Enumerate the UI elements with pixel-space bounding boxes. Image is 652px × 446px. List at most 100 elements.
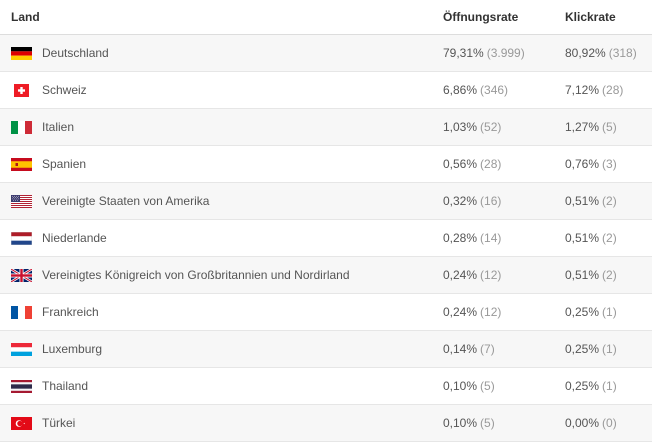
table-row: Schweiz 6,86% (346) 7,12% (28) — [0, 71, 652, 109]
click-rate-cell: 0,51% (2) — [565, 182, 652, 220]
country-name: Spanien — [42, 157, 87, 171]
de-flag-icon — [11, 46, 32, 60]
click-rate-cell: 0,25% (1) — [565, 293, 652, 331]
click-rate-value: 0,76% — [565, 157, 600, 171]
country-name: Vereinigte Staaten von Amerika — [42, 194, 210, 208]
click-count-value: (5) — [602, 120, 617, 134]
country-name: Frankreich — [42, 305, 99, 319]
open-count-value: (14) — [480, 231, 502, 245]
it-flag-icon — [11, 120, 32, 134]
country-name: Türkei — [42, 416, 76, 430]
open-rate-cell: 0,10% (5) — [443, 404, 565, 442]
click-rate-cell: 1,27% (5) — [565, 108, 652, 146]
country-cell: Schweiz — [0, 71, 443, 109]
header-click-rate[interactable]: Klickrate — [565, 0, 652, 35]
click-count-value: (2) — [602, 231, 617, 245]
country-name: Thailand — [42, 379, 89, 393]
us-flag-icon — [11, 194, 32, 208]
open-rate-value: 0,28% — [443, 231, 478, 245]
open-rate-value: 1,03% — [443, 120, 478, 134]
country-name: Niederlande — [42, 231, 107, 245]
open-count-value: (3.999) — [486, 46, 525, 60]
tr-flag-icon — [11, 416, 32, 430]
click-count-value: (2) — [602, 268, 617, 282]
click-rate-value: 0,25% — [565, 305, 600, 319]
table-row: Thailand 0,10% (5) 0,25% (1) — [0, 367, 652, 405]
open-rate-cell: 0,24% (12) — [443, 256, 565, 294]
th-flag-icon — [11, 379, 32, 393]
open-rate-value: 0,24% — [443, 268, 478, 282]
click-rate-value: 0,51% — [565, 194, 600, 208]
country-cell: Vereinigte Staaten von Amerika — [0, 182, 443, 220]
table-row: Frankreich 0,24% (12) 0,25% (1) — [0, 293, 652, 331]
click-rate-value: 0,51% — [565, 231, 600, 245]
click-count-value: (1) — [602, 379, 617, 393]
click-rate-cell: 7,12% (28) — [565, 71, 652, 109]
es-flag-icon — [11, 157, 32, 171]
click-count-value: (1) — [602, 305, 617, 319]
open-count-value: (28) — [480, 157, 502, 171]
open-rate-cell: 79,31% (3.999) — [443, 34, 565, 72]
click-rate-value: 7,12% — [565, 83, 600, 97]
table-row: Vereinigte Staaten von Amerika 0,32% (16)… — [0, 182, 652, 220]
click-count-value: (1) — [602, 342, 617, 356]
open-rate-value: 0,14% — [443, 342, 478, 356]
table-row: Niederlande 0,28% (14) 0,51% (2) — [0, 219, 652, 257]
click-rate-value: 80,92% — [565, 46, 606, 60]
country-name: Vereinigtes Königreich von Großbritannie… — [42, 268, 350, 282]
click-rate-value: 0,00% — [565, 416, 600, 430]
country-cell: Thailand — [0, 367, 443, 405]
table-row: Deutschland 79,31% (3.999) 80,92% (318) — [0, 34, 652, 72]
click-rate-value: 0,25% — [565, 342, 600, 356]
click-rate-cell: 0,25% (1) — [565, 330, 652, 368]
table-row: Vereinigtes Königreich von Großbritannie… — [0, 256, 652, 294]
open-count-value: (5) — [480, 416, 495, 430]
open-rate-cell: 0,32% (16) — [443, 182, 565, 220]
open-rate-value: 6,86% — [443, 83, 478, 97]
country-cell: Niederlande — [0, 219, 443, 257]
country-name: Schweiz — [42, 83, 87, 97]
country-cell: Türkei — [0, 404, 443, 442]
table-row: Spanien 0,56% (28) 0,76% (3) — [0, 145, 652, 183]
open-count-value: (52) — [480, 120, 502, 134]
country-cell: Vereinigtes Königreich von Großbritannie… — [0, 256, 443, 294]
open-rate-value: 0,56% — [443, 157, 478, 171]
open-rate-cell: 0,14% (7) — [443, 330, 565, 368]
country-cell: Frankreich — [0, 293, 443, 331]
header-country[interactable]: Land — [0, 0, 443, 35]
country-cell: Italien — [0, 108, 443, 146]
click-rate-cell: 0,25% (1) — [565, 367, 652, 405]
click-rate-value: 1,27% — [565, 120, 600, 134]
click-rate-value: 0,51% — [565, 268, 600, 282]
click-count-value: (0) — [602, 416, 617, 430]
country-cell: Deutschland — [0, 34, 443, 72]
open-rate-cell: 0,28% (14) — [443, 219, 565, 257]
country-cell: Luxemburg — [0, 330, 443, 368]
open-count-value: (346) — [480, 83, 509, 97]
open-rate-cell: 6,86% (346) — [443, 71, 565, 109]
country-name: Italien — [42, 120, 75, 134]
lu-flag-icon — [11, 342, 32, 356]
ch-flag-icon — [11, 83, 32, 97]
click-rate-cell: 0,76% (3) — [565, 145, 652, 183]
open-rate-value: 0,10% — [443, 379, 478, 393]
open-rate-cell: 0,24% (12) — [443, 293, 565, 331]
header-open-rate[interactable]: Öffnungsrate — [443, 0, 565, 35]
gb-flag-icon — [11, 268, 32, 282]
table-row: Türkei 0,10% (5) 0,00% (0) — [0, 404, 652, 442]
nl-flag-icon — [11, 231, 32, 245]
open-count-value: (5) — [480, 379, 495, 393]
click-count-value: (3) — [602, 157, 617, 171]
table-row: Italien 1,03% (52) 1,27% (5) — [0, 108, 652, 146]
click-rate-cell: 80,92% (318) — [565, 34, 652, 72]
table-row: Luxemburg 0,14% (7) 0,25% (1) — [0, 330, 652, 368]
click-count-value: (28) — [602, 83, 624, 97]
open-rate-cell: 0,56% (28) — [443, 145, 565, 183]
open-count-value: (12) — [480, 305, 502, 319]
open-count-value: (7) — [480, 342, 495, 356]
country-cell: Spanien — [0, 145, 443, 183]
fr-flag-icon — [11, 305, 32, 319]
open-rate-value: 0,24% — [443, 305, 478, 319]
click-rate-value: 0,25% — [565, 379, 600, 393]
